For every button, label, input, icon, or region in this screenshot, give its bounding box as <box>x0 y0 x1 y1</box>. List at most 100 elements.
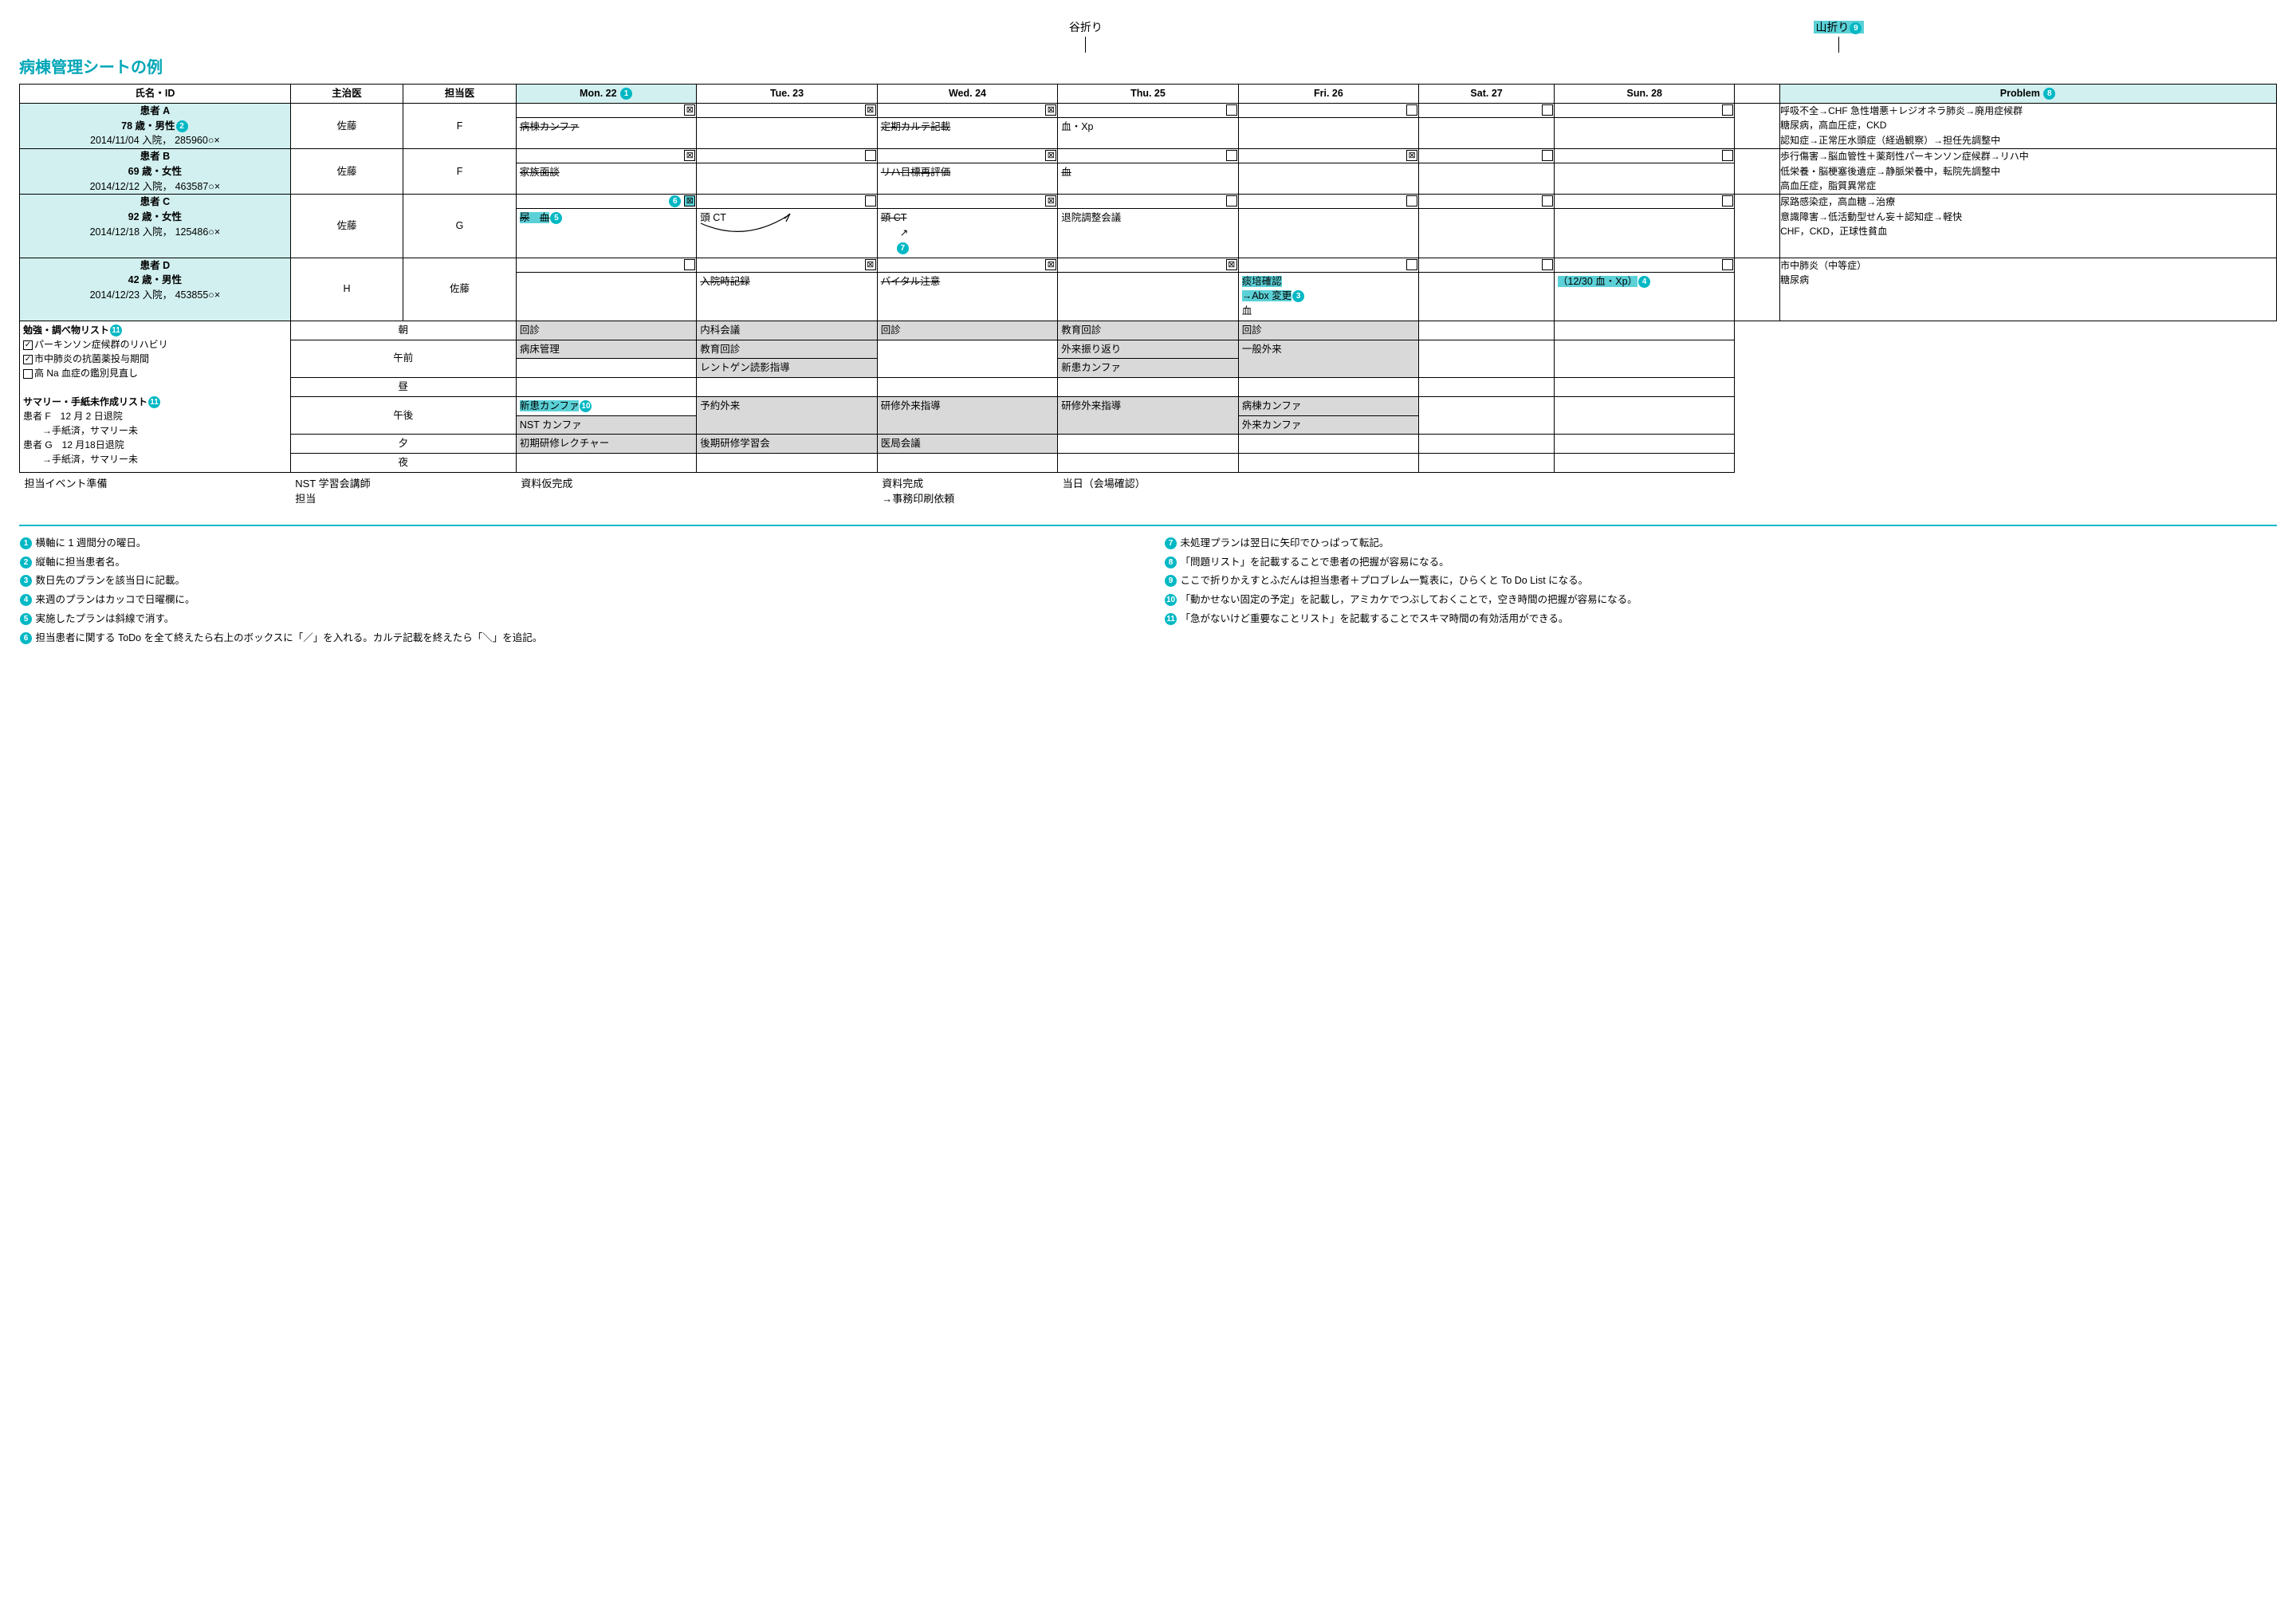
patient-c-thu: 退院調整会議 <box>1058 209 1238 258</box>
checkbox-icon <box>1406 259 1417 270</box>
patient-b-chief: 佐藤 <box>290 149 403 195</box>
note-10: 「動かせない固定の予定」を記載し，アミカケでつぶしておくことで，空き時間の把握が… <box>1180 594 1637 605</box>
label-yu: 夕 <box>290 435 516 454</box>
patient-b-info: 患者 B69 歳・女性 2014/12/12 入院， 463587○× <box>20 149 291 195</box>
event-thu: 当日（会場確認） <box>1058 472 1238 510</box>
gogo-wed: 研修外来指導 <box>877 396 1057 435</box>
patient-a-problem: 呼吸不全→CHF 急性増悪＋レジオネラ肺炎→廃用症候群糖尿病，高血圧症，CKD認… <box>1780 103 2277 148</box>
patient-c-admit: 2014/12/18 入院， 125486○× <box>90 226 221 238</box>
lists-cell: 勉強・調べ物リスト11 ✓パーキンソン症候群のリハビリ ✓市中肺炎の抗菌薬投与期… <box>20 321 291 472</box>
fold-labels: 谷折り 山折り9 <box>19 19 2277 51</box>
ward-management-table: 氏名・ID 主治医 担当医 Mon. 22 1 Tue. 23 Wed. 24 … <box>19 84 2277 510</box>
patient-c-chief: 佐藤 <box>290 195 403 258</box>
badge-9: 9 <box>1850 22 1862 34</box>
badge-2: 2 <box>176 120 188 132</box>
patient-d-fri-b: 血 <box>1242 305 1252 317</box>
note-3: 数日先のプランを該当日に記載。 <box>35 575 185 586</box>
divider <box>19 525 2277 526</box>
patient-a-checkbox-row: 患者 A78 歳・男性2 2014/11/04 入院， 285960○× 佐藤 … <box>20 103 2277 117</box>
yu-mon: 初期研修レクチャー <box>516 435 696 454</box>
patient-c-tue: 頭 CT <box>700 212 726 223</box>
patient-a-wed: 定期カルテ記載 <box>881 121 951 132</box>
gozen-tue1: 教育回診 <box>697 340 877 359</box>
asa-fri: 回診 <box>1238 321 1418 340</box>
checkbox-icon <box>1226 195 1237 207</box>
mountain-fold: 山折り <box>1815 21 1849 33</box>
patient-b-thu: 血 <box>1061 167 1071 178</box>
gozen-thu2: 新患カンファ <box>1058 359 1238 378</box>
checkbox-icon <box>1542 259 1553 270</box>
checkbox-icon <box>1722 104 1733 116</box>
badge-8: 8 <box>2043 88 2055 100</box>
checkbox-icon: ⊠ <box>1406 150 1417 161</box>
patient-b-problem: 歩行傷害→脳血管性＋薬剤性パーキンソン症候群→リハ中低栄養・脳梗塞後遺症→静脈栄… <box>1780 149 2277 195</box>
checkbox-icon: ⊠ <box>865 104 876 116</box>
checkbox-icon: ⊠ <box>865 259 876 270</box>
hdr-sun: Sun. 28 <box>1555 85 1735 104</box>
hdr-tue: Tue. 23 <box>697 85 877 104</box>
note-1: 横軸に 1 週間分の曜日。 <box>35 537 146 549</box>
valley-fold: 谷折り <box>1069 21 1103 33</box>
checkbox-icon: ✓ <box>23 340 33 350</box>
gogo-tue: 予約外来 <box>697 396 877 435</box>
patient-d-fri-a: 痰培確認→Abx 変更 <box>1242 276 1292 302</box>
hdr-fri: Fri. 26 <box>1238 85 1418 104</box>
patient-c-problem: 尿路感染症，高血糖→治療意識障害→低活動型せん妄＋認知症→軽快CHF，CKD，正… <box>1780 195 2277 258</box>
patient-c-info: 患者 C92 歳・女性 2014/12/18 入院， 125486○× <box>20 195 291 258</box>
gogo-thu: 研修外来指導 <box>1058 396 1238 435</box>
checkbox-icon <box>1722 195 1733 207</box>
event-label: 担当イベント準備 <box>20 472 291 510</box>
checkbox-icon: ✓ <box>23 355 33 364</box>
patient-d-info: 患者 D42 歳・男性 2014/12/23 入院， 453855○× <box>20 258 291 321</box>
patient-c-mon-a: 尿 <box>520 212 530 223</box>
checkbox-icon <box>23 369 33 379</box>
checkbox-icon: ⊠ <box>684 150 695 161</box>
label-yoru: 夜 <box>290 454 516 473</box>
hdr-thu: Thu. 25 <box>1058 85 1238 104</box>
patient-c-checkbox-row: 患者 C92 歳・女性 2014/12/18 入院， 125486○× 佐藤 G… <box>20 195 2277 209</box>
note-4: 来週のプランはカッコで日曜欄に。 <box>35 594 195 605</box>
checkbox-icon: ⊠ <box>684 195 695 207</box>
patient-a-info: 患者 A78 歳・男性2 2014/11/04 入院， 285960○× <box>20 103 291 148</box>
patient-a-mon: 病棟カンファ <box>520 121 580 132</box>
checkbox-icon: ⊠ <box>1045 195 1056 207</box>
hdr-attending: 担当医 <box>403 85 517 104</box>
checkbox-icon <box>1542 195 1553 207</box>
yu-tue: 後期研修学習会 <box>697 435 877 454</box>
badge-11a: 11 <box>110 325 122 336</box>
header-row: 氏名・ID 主治医 担当医 Mon. 22 1 Tue. 23 Wed. 24 … <box>20 85 2277 104</box>
hdr-problem: Problem 8 <box>1780 85 2277 104</box>
gozen-mon: 病床管理 <box>516 340 696 359</box>
note-7: 未処理プランは翌日に矢印でひっぱって転記。 <box>1180 537 1389 549</box>
patient-b-checkbox-row: 患者 B69 歳・女性 2014/12/12 入院， 463587○× 佐藤 F… <box>20 149 2277 163</box>
hdr-chief: 主治医 <box>290 85 403 104</box>
badge-3: 3 <box>1292 290 1304 302</box>
patient-d-chief: H <box>290 258 403 321</box>
patient-a-chief: 佐藤 <box>290 103 403 148</box>
asa-thu: 教育回診 <box>1058 321 1238 340</box>
patient-d-attending: 佐藤 <box>403 258 517 321</box>
yu-wed: 医局会議 <box>877 435 1057 454</box>
event-role: NST 学習会講師担当 <box>290 472 516 510</box>
note-2: 縦軸に担当患者名。 <box>35 557 125 568</box>
hdr-mon: Mon. 22 1 <box>516 85 696 104</box>
patient-d-tue: 入院時記録 <box>700 276 750 287</box>
label-hiru: 昼 <box>290 378 516 397</box>
badge-10: 10 <box>580 400 592 412</box>
patient-c-attending: G <box>403 195 517 258</box>
hdr-wed: Wed. 24 <box>877 85 1057 104</box>
row-asa: 勉強・調べ物リスト11 ✓パーキンソン症候群のリハビリ ✓市中肺炎の抗菌薬投与期… <box>20 321 2277 340</box>
checkbox-icon <box>865 195 876 207</box>
checkbox-icon <box>1542 150 1553 161</box>
patient-d-problem: 市中肺炎（中等症）糖尿病 <box>1780 258 2277 321</box>
asa-wed: 回診 <box>877 321 1057 340</box>
patient-b-wed: リハ目標再評価 <box>881 167 951 178</box>
gozen-thu1: 外来振り返り <box>1058 340 1238 359</box>
footnotes: 1 横軸に 1 週間分の曜日。 2 縦軸に担当患者名。 3 数日先のプランを該当… <box>19 534 2277 648</box>
label-gozen: 午前 <box>290 340 516 378</box>
patient-d-sun: （12/30 血・Xp） <box>1558 276 1637 287</box>
patient-a-attending: F <box>403 103 517 148</box>
label-gogo: 午後 <box>290 396 516 435</box>
note-9: ここで折りかえすとふだんは担当患者＋プロブレム一覧表に，ひらくと To Do L… <box>1180 575 1588 586</box>
checkbox-icon: ⊠ <box>1226 259 1237 270</box>
